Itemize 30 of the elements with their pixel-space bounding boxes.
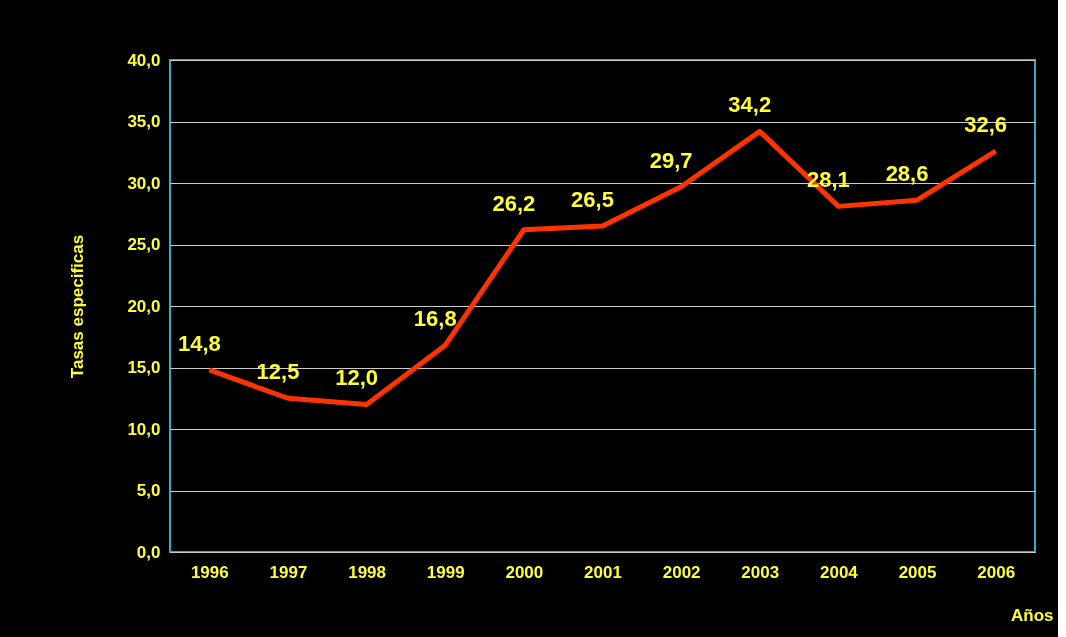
y-tick-label: 15,0 xyxy=(127,358,161,377)
data-label: 16,8 xyxy=(413,306,457,332)
x-tick-label: 1997 xyxy=(269,562,308,582)
y-tick-label: 5,0 xyxy=(136,481,161,500)
y-tick-label: 40,0 xyxy=(127,50,161,70)
x-tick-label: 2003 xyxy=(741,562,780,582)
x-tick-label: 2005 xyxy=(898,562,937,582)
x-tick-label: 1999 xyxy=(426,562,465,582)
y-tick-label: 25,0 xyxy=(127,235,161,254)
x-tick-label: 1998 xyxy=(348,562,386,582)
data-label: 26,2 xyxy=(492,190,536,216)
y-tick-label: 10,0 xyxy=(127,419,161,439)
y-tick-label: 30,0 xyxy=(127,173,161,193)
x-tick-label: 2006 xyxy=(977,562,1016,582)
y-tick-label: 0,0 xyxy=(136,542,161,562)
x-tick-label: 1996 xyxy=(190,562,229,582)
x-tick-label: 2000 xyxy=(505,562,544,582)
x-tick-label: 2002 xyxy=(662,562,701,582)
data-label: 12,0 xyxy=(335,365,378,391)
x-tick-label: 2001 xyxy=(584,562,622,582)
data-label: 26,5 xyxy=(571,187,614,213)
y-tick-label: 35,0 xyxy=(127,112,161,131)
x-axis-title: Años xyxy=(1011,605,1054,625)
data-label: 34,2 xyxy=(728,92,772,118)
data-label: 28,6 xyxy=(885,161,929,187)
y-tick-label: 20,0 xyxy=(127,296,161,316)
data-label: 14,8 xyxy=(177,330,221,356)
data-label: 29,7 xyxy=(649,147,693,173)
y-axis-title: Tasas especificas xyxy=(68,234,88,379)
x-tick-label: 2004 xyxy=(820,562,859,582)
